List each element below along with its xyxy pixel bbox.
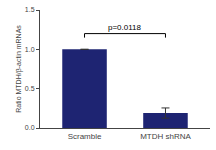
svg-text:0.0: 0.0	[25, 124, 35, 131]
svg-text:1.5: 1.5	[25, 6, 35, 13]
svg-text:1.0: 1.0	[25, 46, 35, 53]
svg-text:0.5: 0.5	[25, 85, 35, 92]
svg-text:Ratio MTDH/β-actin mRNAs: Ratio MTDH/β-actin mRNAs	[15, 25, 23, 113]
svg-text:p=0.0118: p=0.0118	[108, 23, 142, 32]
svg-text:Scramble: Scramble	[68, 132, 102, 141]
svg-text:MTDH shRNA: MTDH shRNA	[140, 132, 191, 141]
